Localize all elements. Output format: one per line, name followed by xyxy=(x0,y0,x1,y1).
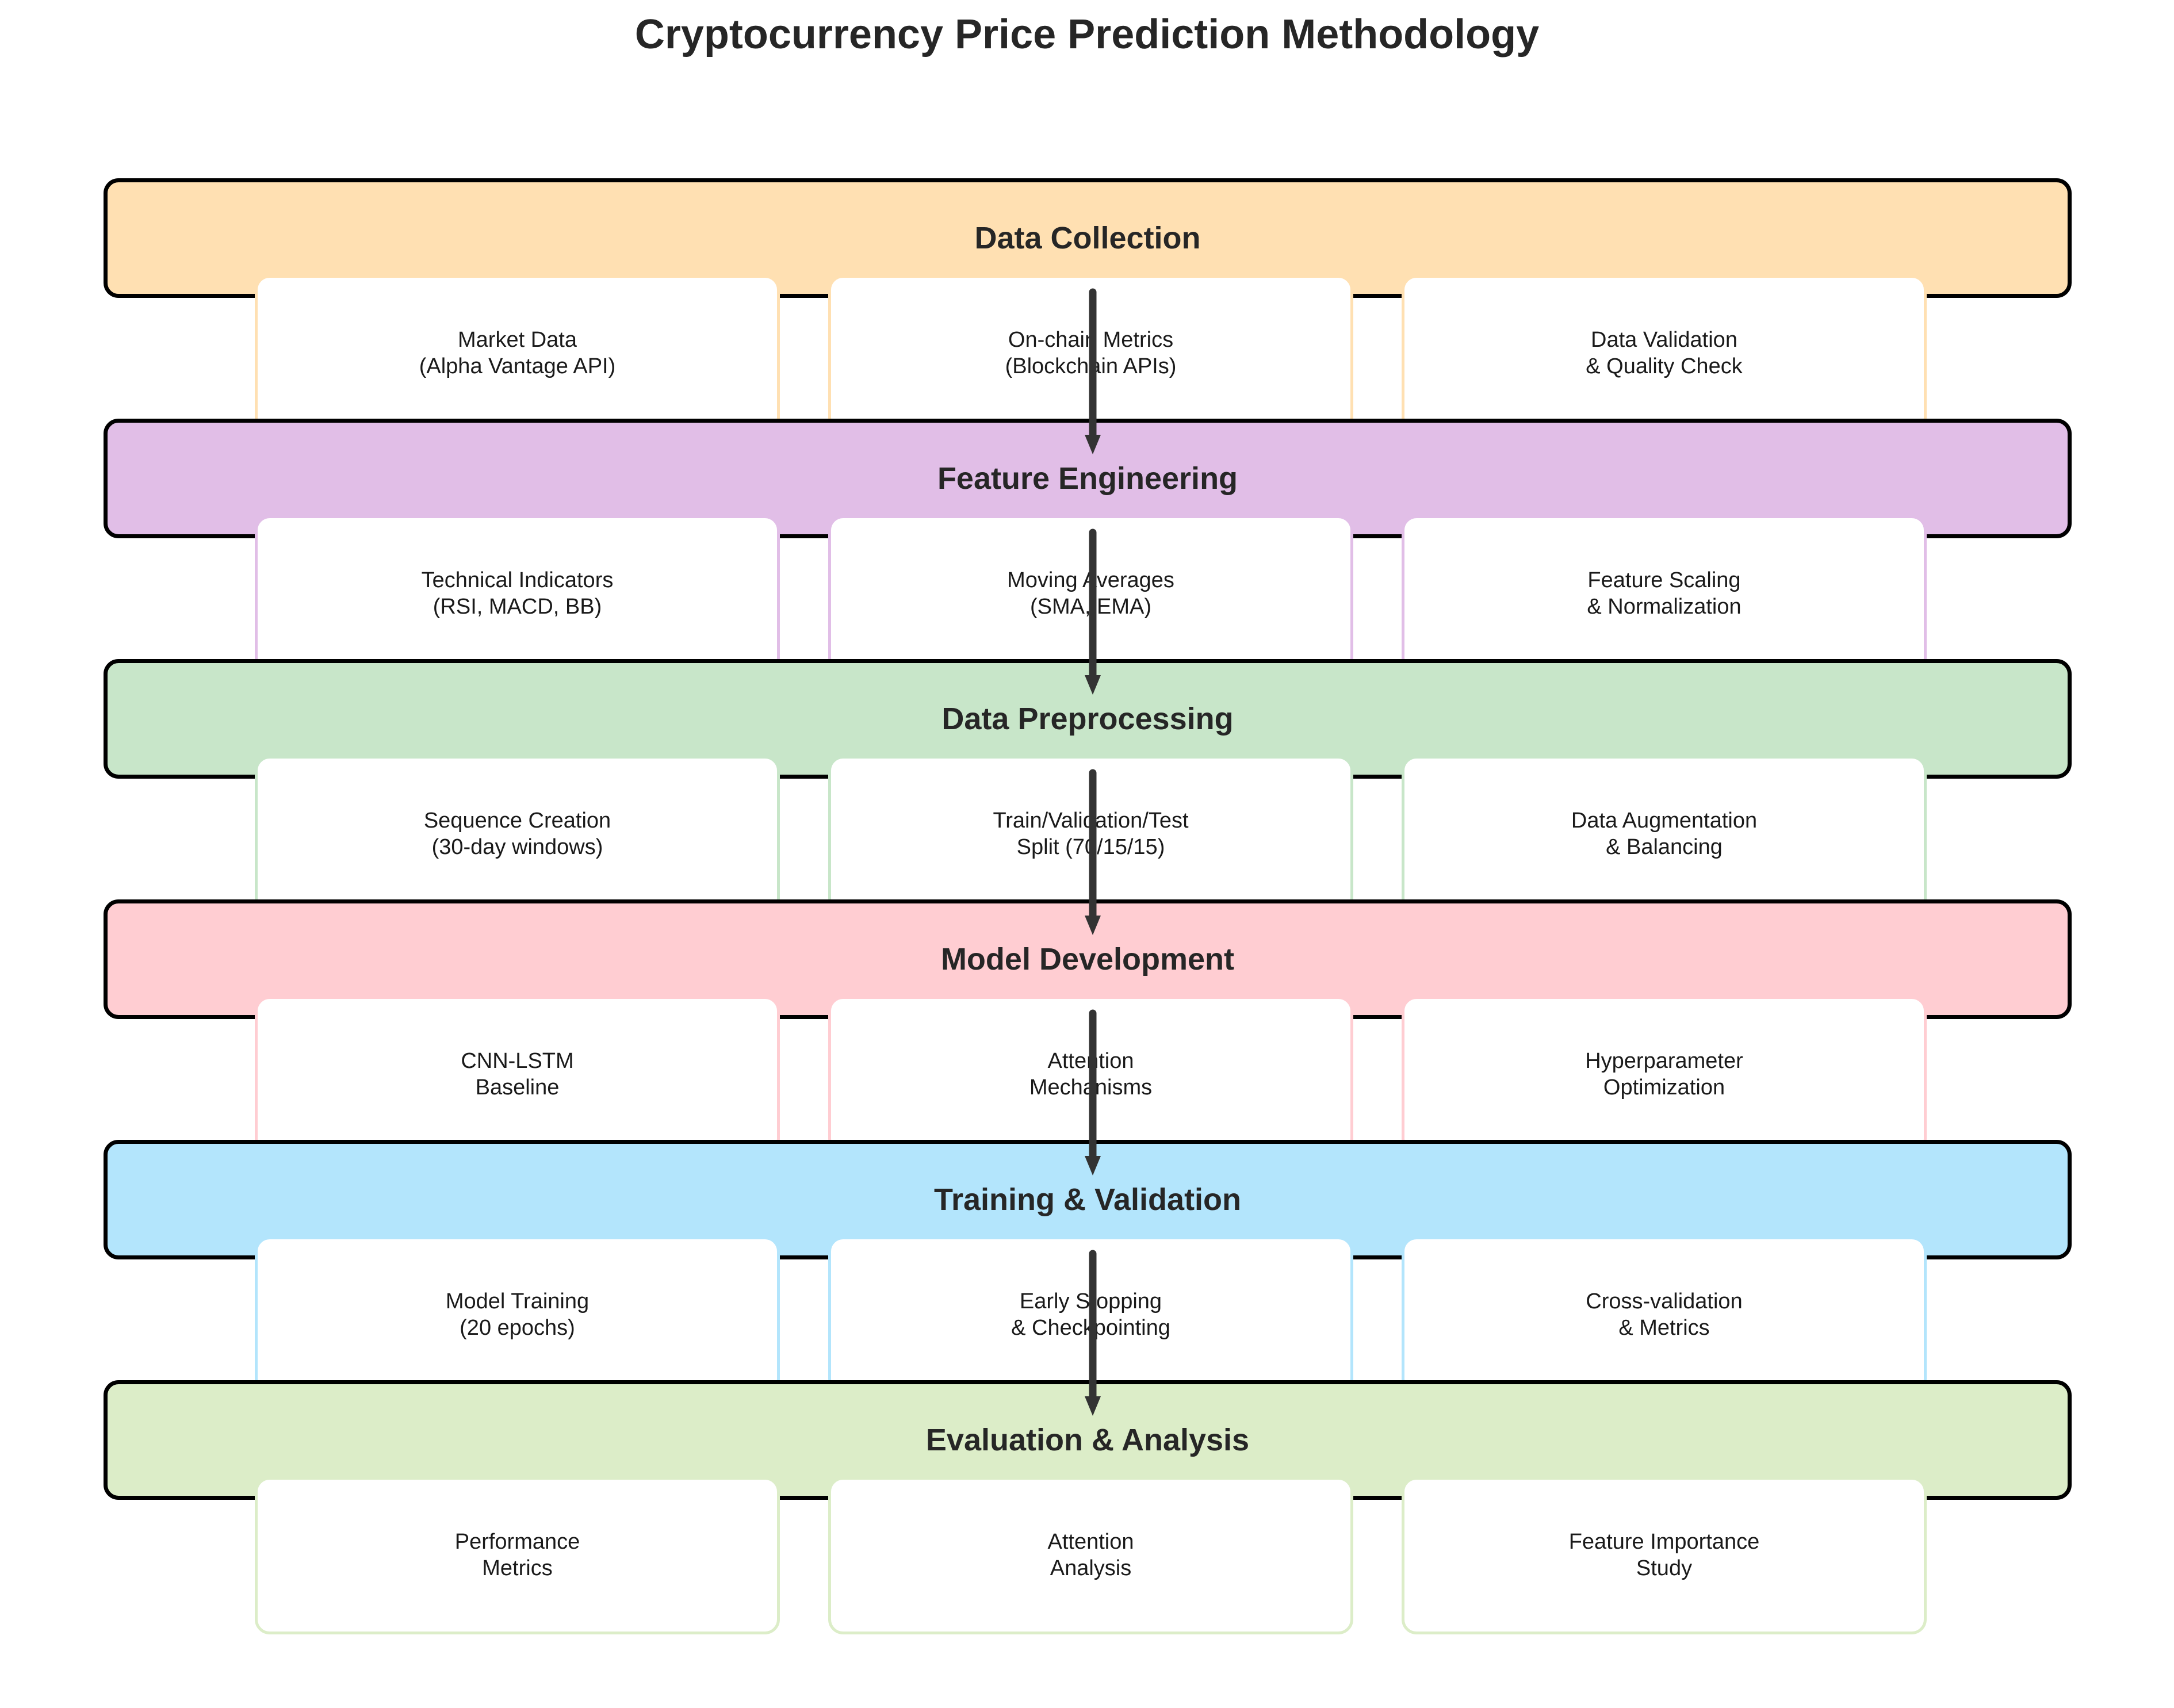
flow-arrow-head-1 xyxy=(1085,435,1101,454)
flow-arrow-head-4 xyxy=(1085,1156,1101,1175)
stage-6-step-box-3 xyxy=(1402,1477,1927,1634)
flow-arrow-head-5 xyxy=(1085,1396,1101,1416)
stage-title: Data Collection xyxy=(974,221,1201,255)
stage-6-step-box-1 xyxy=(255,1477,780,1634)
flow-arrow-head-2 xyxy=(1085,675,1101,695)
stage-4-step-box-3 xyxy=(1402,996,1927,1154)
step-label: Cross-validation & Metrics xyxy=(1586,1289,1743,1340)
step-label: Feature Importance Study xyxy=(1568,1530,1760,1580)
stage-title: Training & Validation xyxy=(933,1182,1242,1217)
stage-4-step-box-1 xyxy=(255,996,780,1154)
step-label: On-chain Metrics (Blockchain APIs) xyxy=(1005,328,1177,378)
flow-arrow-head-3 xyxy=(1085,916,1101,935)
step-label: Model Training (20 epochs) xyxy=(445,1289,590,1340)
step-label: Hyperparameter Optimization xyxy=(1585,1049,1743,1100)
step-label: Feature Scaling & Normalization xyxy=(1587,568,1742,619)
step-label: Market Data (Alpha Vantage API) xyxy=(419,328,616,378)
step-label: Moving Averages (SMA, EMA) xyxy=(1007,568,1174,619)
step-label: Attention Analysis xyxy=(1047,1530,1134,1580)
stage-3-step-box-3 xyxy=(1402,756,1927,913)
stage-1-step-box-3 xyxy=(1402,275,1927,432)
stage-2-step-box-3 xyxy=(1402,515,1927,673)
diagram-title: Cryptocurrency Price Prediction Methodol… xyxy=(634,12,1540,58)
stage-3-step-box-1 xyxy=(255,756,780,913)
stage-title: Data Preprocessing xyxy=(941,702,1234,736)
stage-2-step-box-1 xyxy=(255,515,780,673)
step-label: Performance Metrics xyxy=(454,1530,580,1580)
step-label: Technical Indicators (RSI, MACD, BB) xyxy=(421,568,614,619)
step-label: Sequence Creation (30-day windows) xyxy=(423,809,611,859)
step-label: CNN-LSTM Baseline xyxy=(461,1049,574,1100)
step-label: Data Validation & Quality Check xyxy=(1586,328,1743,378)
stage-5-step-box-3 xyxy=(1402,1236,1927,1394)
stage-title: Model Development xyxy=(940,942,1235,976)
step-label: Data Augmentation & Balancing xyxy=(1571,809,1758,859)
stage-title: Evaluation & Analysis xyxy=(925,1423,1250,1457)
stage-title: Feature Engineering xyxy=(937,461,1238,496)
stage-6-step-box-2 xyxy=(828,1477,1353,1634)
